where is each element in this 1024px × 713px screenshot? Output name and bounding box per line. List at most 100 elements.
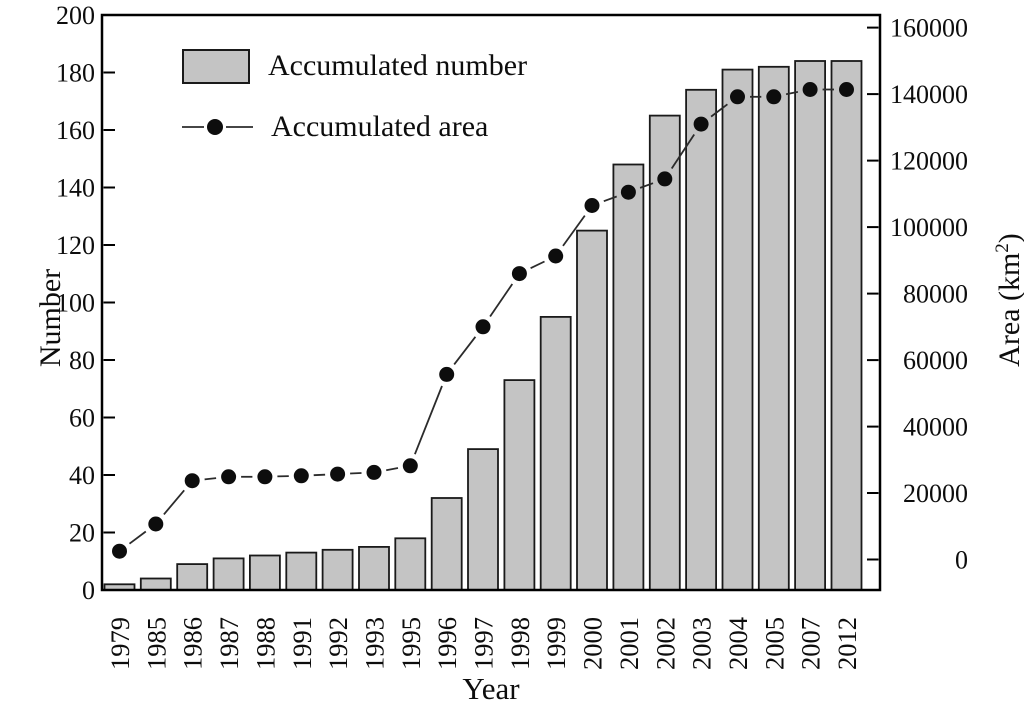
left-axis-tick-label: 160 <box>56 116 95 145</box>
marker-2004 <box>730 89 745 104</box>
x-tick-label: 2007 <box>796 617 826 670</box>
bar-1997 <box>468 449 498 590</box>
right-axis-title-superscript: 2 <box>992 243 1013 253</box>
marker-1995 <box>403 458 418 473</box>
marker-2005 <box>766 89 781 104</box>
marker-1979 <box>112 544 127 559</box>
x-tick-label: 1988 <box>250 617 280 670</box>
marker-1988 <box>257 469 272 484</box>
marker-1987 <box>221 469 236 484</box>
x-tick-label: 2002 <box>650 617 680 670</box>
marker-2003 <box>694 117 709 132</box>
line-segment <box>350 473 361 474</box>
right-axis-tick-label: 120000 <box>890 147 968 176</box>
marker-1991 <box>294 468 309 483</box>
x-tick-label: 1985 <box>141 617 171 670</box>
bar-1992 <box>323 550 353 590</box>
bar-2007 <box>795 61 825 590</box>
bar-1996 <box>432 498 462 590</box>
line-segment <box>490 284 512 317</box>
x-tick-label: 2004 <box>723 617 753 670</box>
left-axis-title: Number <box>34 269 67 367</box>
x-tick-label: 1993 <box>360 617 390 670</box>
right-axis-tick-label: 160000 <box>890 14 968 43</box>
bar-1991 <box>286 553 316 590</box>
line-segment <box>130 532 146 544</box>
marker-1992 <box>330 467 345 482</box>
bar-1995 <box>395 538 425 590</box>
left-axis-tick-label: 0 <box>82 576 95 605</box>
x-tick-label: 1999 <box>541 617 571 670</box>
right-axis-tick-label: 20000 <box>903 479 968 508</box>
right-axis-tick-label: 40000 <box>903 413 968 442</box>
bar-1999 <box>541 317 571 590</box>
legend-line-marker-symbol <box>182 108 253 146</box>
left-axis-tick-label: 120 <box>56 231 95 260</box>
bar-2001 <box>613 165 643 591</box>
right-axis-tick-label: 100000 <box>890 213 968 242</box>
legend-item-accumulated-number: Accumulated number <box>182 47 527 85</box>
line-segment <box>386 468 398 470</box>
right-axis-tick-label: 140000 <box>890 80 968 109</box>
x-tick-label: 1995 <box>396 617 426 670</box>
right-axis-tick-label: 80000 <box>903 280 968 309</box>
marker-2007 <box>803 82 818 97</box>
legend-item-accumulated-area: Accumulated area <box>182 108 488 146</box>
x-tick-label: 2012 <box>832 617 862 670</box>
bar-2005 <box>759 67 789 590</box>
bar-1998 <box>504 380 534 590</box>
marker-1999 <box>548 249 563 264</box>
legend-label-accumulated-area: Accumulated area <box>271 108 488 146</box>
legend-symbol-marker <box>207 119 223 135</box>
left-axis-tick-label: 60 <box>69 404 95 433</box>
right-axis-title-prefix: Area (km <box>993 253 1024 367</box>
marker-1997 <box>476 319 491 334</box>
x-tick-label: 1986 <box>178 617 208 670</box>
line-segment <box>314 475 325 476</box>
marker-1993 <box>367 465 382 480</box>
bar-2003 <box>686 90 716 590</box>
bar-2000 <box>577 231 607 590</box>
line-segment <box>164 490 184 514</box>
x-tick-label: 2003 <box>687 617 717 670</box>
bar-1988 <box>250 556 280 591</box>
marker-2002 <box>657 171 672 186</box>
bar-1987 <box>214 558 244 590</box>
x-tick-label: 2000 <box>578 617 608 670</box>
marker-2001 <box>621 185 636 200</box>
left-axis-tick-label: 180 <box>56 59 95 88</box>
line-segment <box>415 386 442 454</box>
left-axis-tick-label: 140 <box>56 174 95 203</box>
marker-2012 <box>839 82 854 97</box>
line-segment <box>531 262 545 269</box>
bar-1986 <box>177 564 207 590</box>
right-axis-tick-label: 60000 <box>903 346 968 375</box>
x-tick-label: 2001 <box>614 617 644 670</box>
bar-1985 <box>141 579 171 591</box>
left-axis-tick-label: 40 <box>69 461 95 490</box>
x-tick-label: 1997 <box>469 617 499 670</box>
left-axis-tick-label: 200 <box>56 1 95 30</box>
right-axis-title-suffix: ) <box>993 233 1024 243</box>
line-segment <box>454 337 475 365</box>
x-tick-label: 1987 <box>214 617 244 670</box>
legend-label-accumulated-number: Accumulated number <box>268 47 527 85</box>
bar-2002 <box>650 116 680 590</box>
marker-1986 <box>185 473 200 488</box>
left-axis-tick-label: 80 <box>69 346 95 375</box>
marker-1985 <box>148 517 163 532</box>
bar-2004 <box>723 70 753 590</box>
x-tick-label: 1992 <box>323 617 353 670</box>
right-axis-title: Area (km2) <box>992 233 1024 367</box>
x-tick-label: 1979 <box>105 617 135 670</box>
bar-2012 <box>832 61 862 590</box>
legend-bar-swatch <box>182 49 250 84</box>
marker-2000 <box>585 198 600 213</box>
line-segment <box>205 478 217 479</box>
x-tick-label: 1998 <box>505 617 535 670</box>
marker-1996 <box>439 367 454 382</box>
right-axis-tick-label: 0 <box>955 546 968 575</box>
x-tick-label: 1996 <box>432 617 462 670</box>
